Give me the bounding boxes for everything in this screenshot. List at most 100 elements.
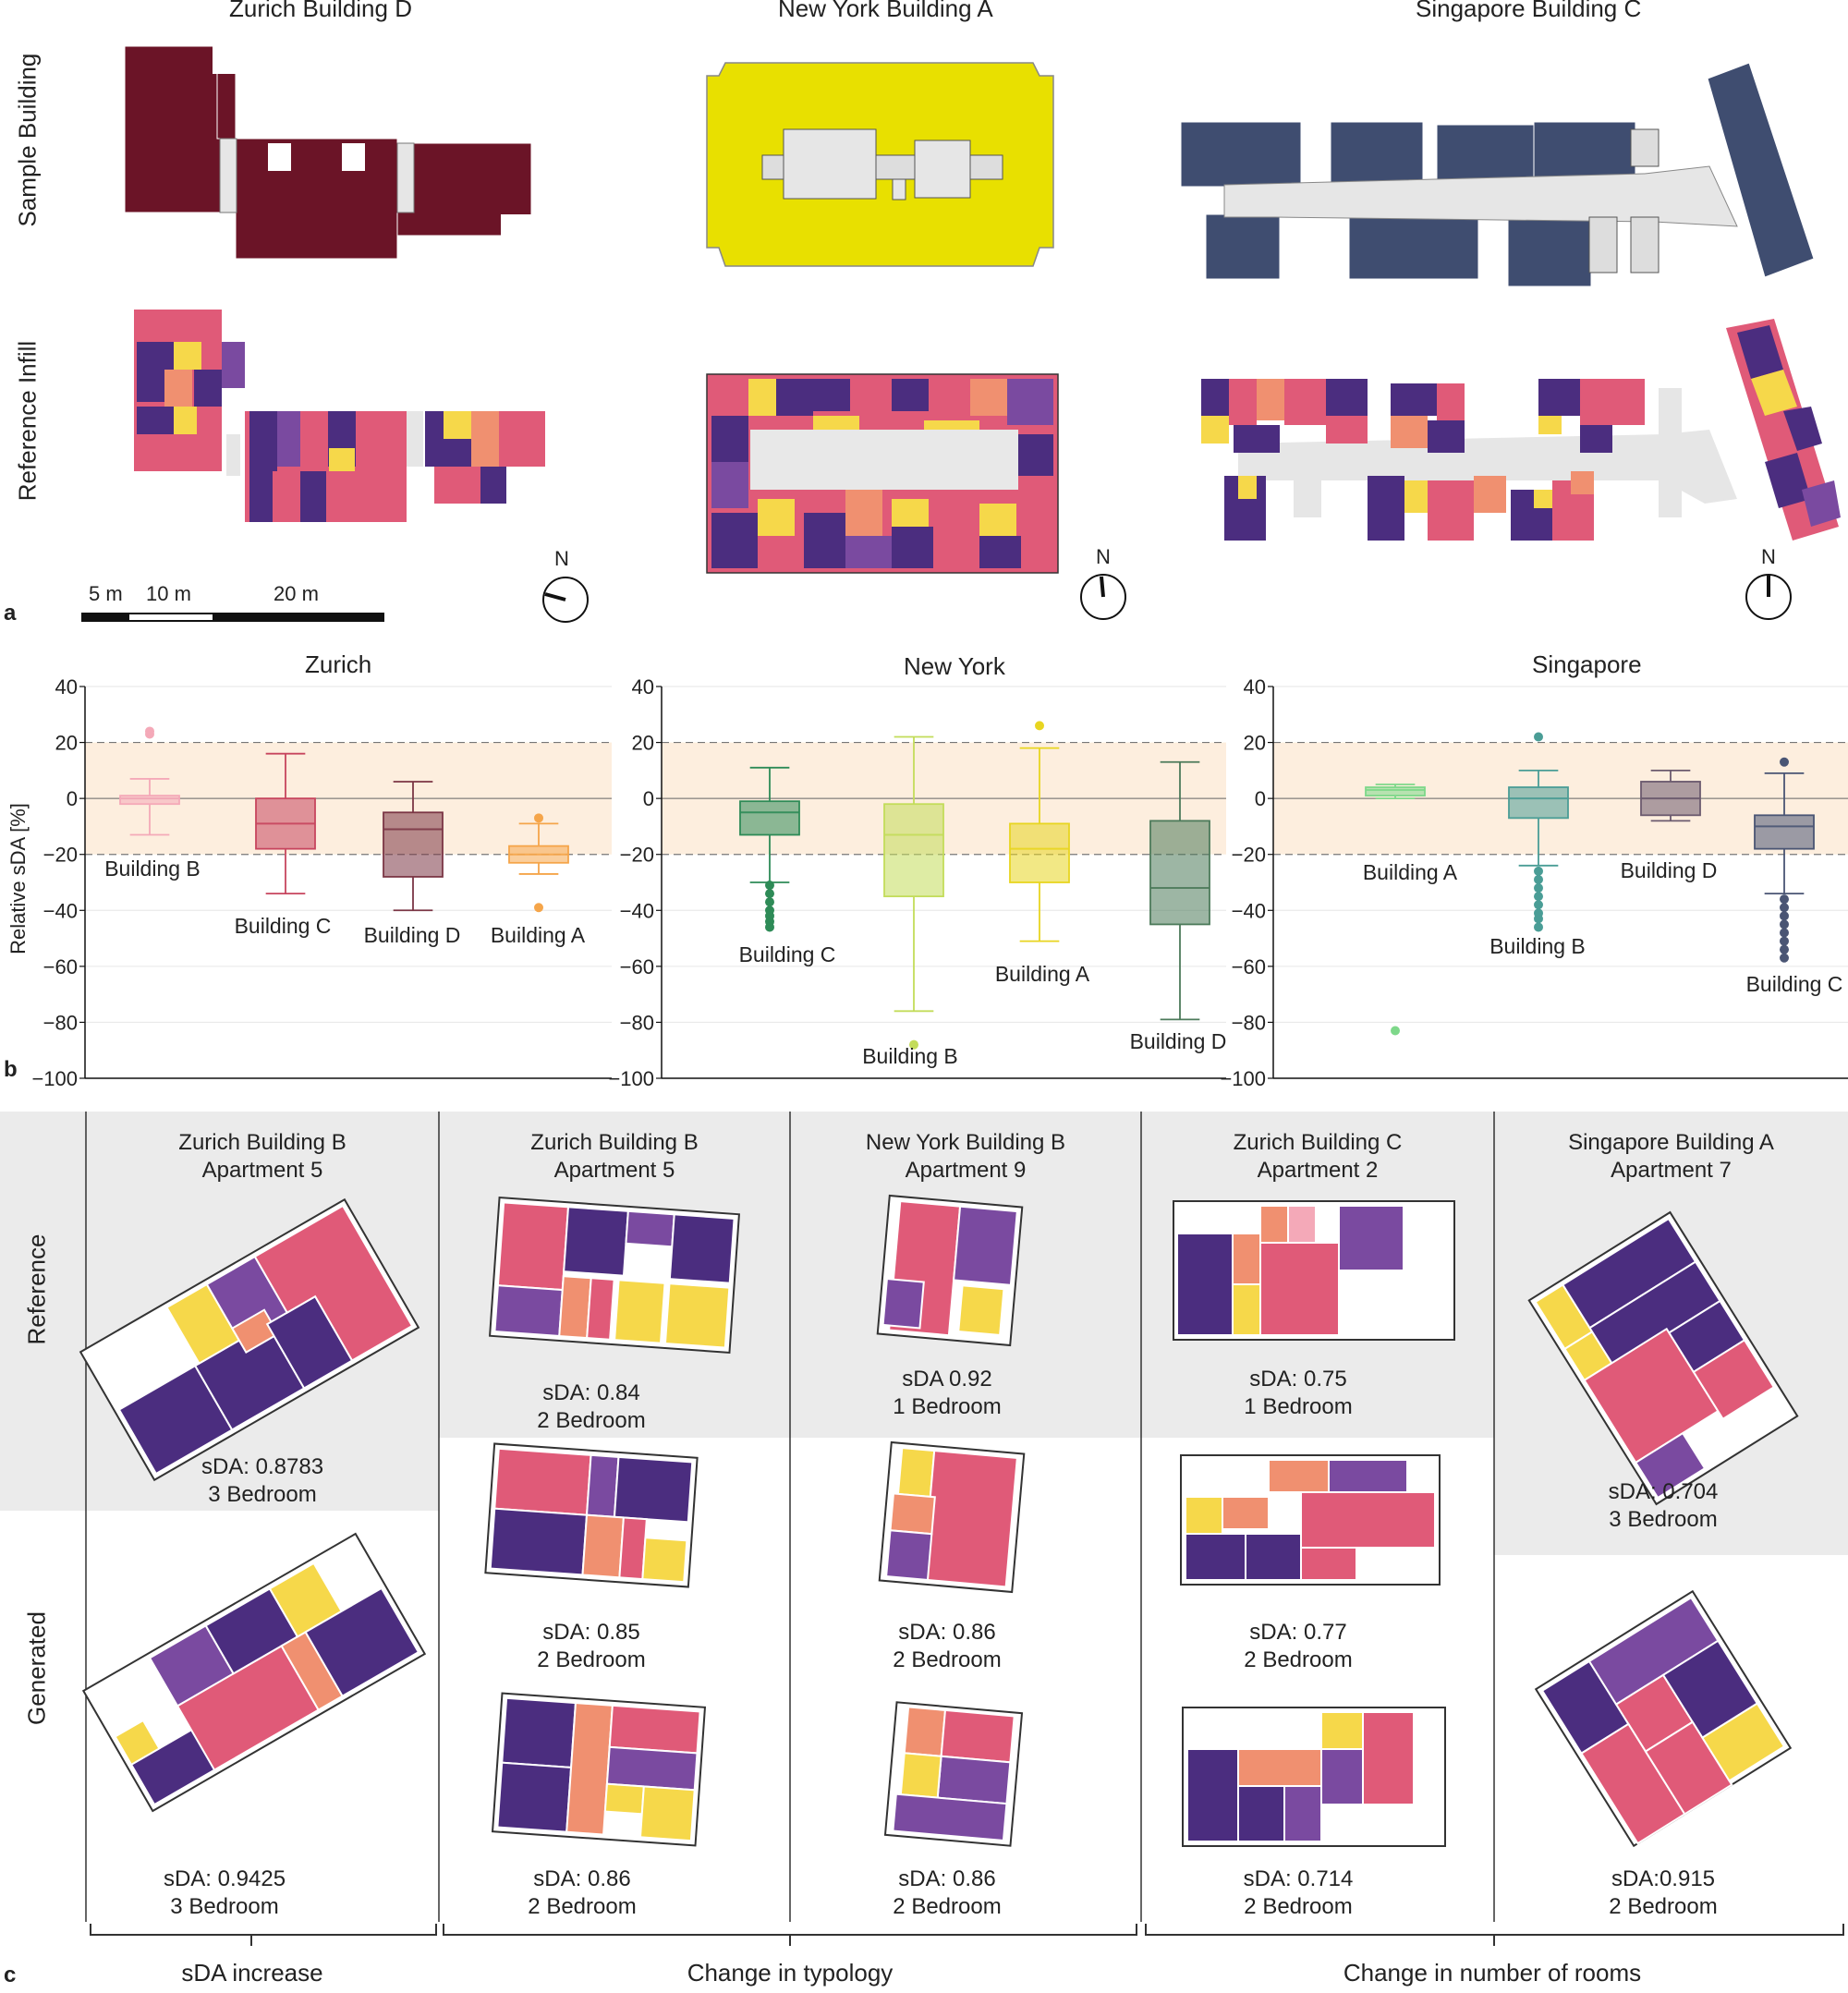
floorplan-ref-1: [79, 1197, 420, 1482]
floorplan-gen-2b: [491, 1692, 707, 1847]
floorplan-ref-3: [876, 1194, 1024, 1347]
outlier-point: [909, 1039, 918, 1050]
box-label: Building A: [1363, 860, 1458, 884]
box-label: Building A: [995, 962, 1090, 986]
caption-ref-3: sDA 0.92 1 Bedroom: [893, 1367, 1002, 1419]
caption-gen-3b: sDA: 0.86 2 Bedroom: [893, 1866, 1002, 1919]
y-tick-label: 20: [1244, 732, 1266, 755]
north-arrow-singapore-icon: [1745, 574, 1792, 620]
floorplan-ref-2: [489, 1197, 740, 1354]
caption-ref-2: sDA: 0.84 2 Bedroom: [537, 1380, 646, 1433]
box-label: Building C: [1746, 972, 1843, 996]
chart-title-newyork: New York: [904, 652, 1005, 680]
box-label: Building A: [491, 923, 586, 947]
floorplan-gen-5: [1534, 1589, 1793, 1848]
col-title-1: Zurich Building B Apartment 5: [178, 1130, 346, 1183]
box: [383, 811, 444, 878]
north-label-zurich: N: [554, 547, 569, 570]
y-tick-label: −60: [620, 955, 654, 978]
caption-gen-5: sDA:0.915 2 Bedroom: [1609, 1866, 1718, 1919]
floorplan-ref-4: [1173, 1200, 1455, 1341]
north-label-singapore: N: [1761, 545, 1776, 568]
north-arrow-zurich-icon: [542, 577, 589, 623]
outlier-point: [1035, 721, 1044, 731]
north-label-newyork: N: [1096, 545, 1111, 568]
chart-title-zurich: Zurich: [305, 650, 372, 678]
y-tick-label: 40: [1244, 675, 1266, 699]
col-title-2: Zurich Building B Apartment 5: [530, 1130, 699, 1183]
group-label-change-typology: Change in typology: [687, 1959, 894, 1987]
y-tick-label: 40: [632, 675, 654, 699]
caption-ref-1: sDA: 0.8783 3 Bedroom: [201, 1454, 324, 1507]
y-tick-label: −20: [43, 844, 78, 867]
floorplan-gen-3b: [883, 1701, 1024, 1847]
scale-bar: [81, 613, 384, 622]
row-label-generated: Generated: [22, 1611, 51, 1725]
outlier-point: [1780, 757, 1789, 767]
y-tick-label: −60: [1232, 955, 1266, 978]
chart-title-singapore: Singapore: [1532, 650, 1642, 678]
caption-gen-3a: sDA: 0.86 2 Bedroom: [893, 1620, 1002, 1672]
box: [1149, 820, 1210, 926]
panel-letter-c: c: [4, 1963, 17, 1987]
y-tick-label: −80: [1232, 1011, 1266, 1034]
outlier-point: [1780, 936, 1789, 946]
caption-ref-4: sDA: 0.75 1 Bedroom: [1244, 1367, 1353, 1419]
group-label-change-rooms: Change in number of rooms: [1343, 1959, 1642, 1987]
y-tick-label: −40: [620, 899, 654, 922]
outlier-point: [534, 813, 543, 823]
caption-gen-4a: sDA: 0.77 2 Bedroom: [1244, 1620, 1353, 1672]
y-tick-label: 20: [55, 732, 78, 755]
outlier-point: [765, 922, 774, 932]
scale-label-5m: 5 m: [89, 582, 123, 605]
y-tick-label: 40: [55, 675, 78, 699]
box-label: Building D: [1621, 858, 1718, 882]
box: [1508, 786, 1569, 820]
box: [1365, 786, 1426, 797]
box-label: Building B: [104, 857, 201, 881]
outlier-point: [1780, 911, 1789, 921]
caption-gen-1: sDA: 0.9425 3 Bedroom: [163, 1866, 286, 1919]
outlier-point: [1534, 900, 1543, 910]
box: [1009, 822, 1070, 883]
col-title-5: Singapore Building A Apartment 7: [1568, 1130, 1774, 1183]
outlier-point: [1780, 894, 1789, 905]
floorplan-ref-5: [1527, 1210, 1799, 1506]
outlier-point: [534, 903, 543, 913]
zurich-infill-plan: [134, 310, 545, 522]
box-label: Building B: [862, 1044, 958, 1068]
col-title-newyork: New York Building A: [778, 0, 993, 22]
floorplan-gen-2a: [484, 1442, 699, 1588]
y-tick-label: 20: [632, 732, 654, 755]
col-title-4: Zurich Building C Apartment 2: [1233, 1130, 1403, 1183]
reference-infill-plans: [81, 310, 1841, 623]
group-label-sda-increase: sDA increase: [181, 1959, 323, 1987]
sample-building-plans: [124, 45, 1815, 287]
y-tick-label: −80: [43, 1011, 78, 1034]
box: [739, 800, 800, 836]
y-tick-label: −100: [608, 1067, 654, 1090]
newyork-infill-plan: [706, 373, 1059, 574]
outlier-point: [1534, 922, 1543, 932]
y-tick-label: −20: [1232, 844, 1266, 867]
panel-letter-b: b: [4, 1057, 18, 1082]
col-title-3: New York Building B Apartment 9: [865, 1130, 1066, 1183]
y-tick-label: −100: [31, 1067, 78, 1090]
outlier-point: [1780, 919, 1789, 930]
outlier-point: [1780, 944, 1789, 954]
col-title-zurich: Zurich Building D: [229, 0, 412, 22]
y-tick-label: 0: [1255, 787, 1266, 810]
caption-gen-2a: sDA: 0.85 2 Bedroom: [537, 1620, 646, 1672]
outlier-point: [1534, 883, 1543, 893]
y-tick-label: 0: [643, 787, 654, 810]
box: [883, 803, 944, 898]
y-tick-label: −40: [1232, 899, 1266, 922]
outlier-point: [1391, 1026, 1400, 1036]
outlier-point: [1534, 732, 1543, 742]
panel-letter-a: a: [4, 601, 17, 626]
floorplan-gen-4b: [1182, 1707, 1446, 1847]
outlier-point: [1534, 874, 1543, 884]
floorplan-gen-1: [81, 1532, 427, 1813]
floorplan-gen-4a: [1180, 1454, 1441, 1586]
